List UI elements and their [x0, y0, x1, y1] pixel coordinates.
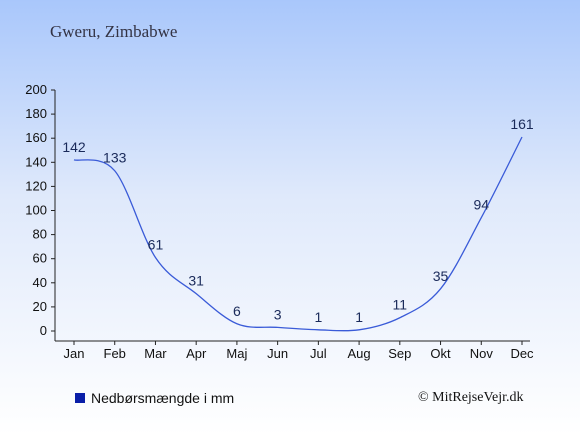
data-label: 3: [274, 306, 282, 322]
data-label: 133: [103, 150, 127, 166]
y-tick-label: 180: [25, 106, 47, 121]
chart-axes: [54, 90, 530, 342]
y-tick-label: 140: [25, 154, 47, 169]
x-tick-label: Feb: [104, 346, 126, 361]
legend-swatch-icon: [75, 393, 85, 403]
legend-label: Nedbørsmængde i mm: [91, 390, 235, 406]
y-tick-label: 80: [33, 227, 47, 242]
y-tick-label: 40: [33, 275, 47, 290]
copyright-text: © MitRejseVejr.dk: [418, 390, 524, 405]
y-tick-label: 20: [33, 299, 47, 314]
x-tick-label: Mar: [144, 346, 167, 361]
y-axis-ticks: 0 20 40 60 80 100 120 140 160 180 200: [25, 82, 55, 338]
legend: Nedbørsmængde i mm: [75, 390, 234, 406]
data-label: 94: [473, 197, 489, 213]
data-label: 11: [393, 297, 408, 313]
y-tick-label: 160: [25, 130, 47, 145]
data-label: 1: [314, 309, 322, 325]
data-label: 161: [510, 116, 534, 132]
x-tick-label: Sep: [388, 346, 411, 361]
chart-location-title: Gweru, Zimbabwe: [50, 22, 178, 41]
x-tick-label: Maj: [226, 346, 247, 361]
x-tick-label: Apr: [186, 346, 207, 361]
data-label: 31: [188, 273, 204, 289]
x-tick-label: Jul: [310, 346, 327, 361]
data-label: 142: [62, 139, 86, 155]
x-tick-label: Nov: [470, 346, 494, 361]
x-axis-ticks: Jan Feb Mar Apr Maj Jun Jul Aug Sep Okt Nov Dec: [64, 341, 534, 361]
x-tick-label: Okt: [430, 346, 451, 361]
data-label: 1: [355, 309, 363, 325]
x-tick-label: Jan: [64, 346, 85, 361]
data-label: 61: [148, 236, 164, 252]
y-tick-label: 200: [25, 82, 47, 97]
y-tick-label: 0: [40, 323, 47, 338]
precipitation-chart: 0 20 40 60 80 100 120 140 160 180 200 Jan Feb Mar Apr…: [25, 82, 534, 361]
data-label: 6: [233, 303, 241, 319]
data-label: 35: [433, 268, 449, 284]
x-tick-label: Dec: [510, 346, 534, 361]
y-tick-label: 120: [25, 178, 47, 193]
y-tick-label: 60: [33, 251, 47, 266]
x-tick-label: Aug: [348, 346, 371, 361]
precipitation-line: [73, 136, 523, 332]
y-tick-label: 100: [25, 203, 47, 218]
x-tick-label: Jun: [267, 346, 288, 361]
